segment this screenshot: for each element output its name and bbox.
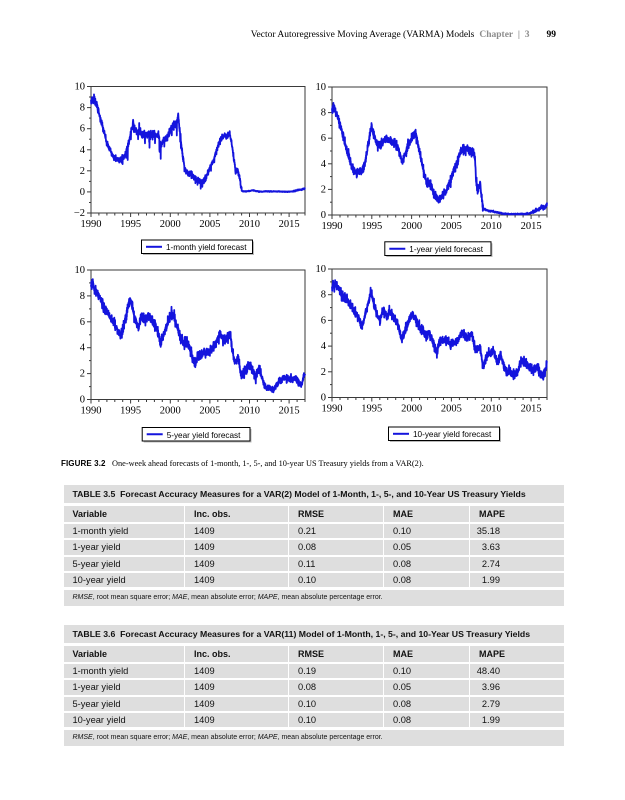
svg-text:0: 0	[80, 187, 85, 198]
svg-text:1990: 1990	[81, 219, 102, 230]
svg-text:8: 8	[321, 290, 326, 301]
svg-text:1-month yield forecast: 1-month yield forecast	[166, 243, 247, 252]
svg-text:2: 2	[321, 184, 326, 195]
svg-text:8: 8	[80, 103, 85, 114]
svg-text:6: 6	[80, 317, 85, 328]
svg-text:1995: 1995	[361, 221, 382, 232]
svg-text:4: 4	[80, 343, 86, 354]
svg-text:2010: 2010	[239, 406, 260, 417]
svg-text:2015: 2015	[279, 406, 300, 417]
svg-text:8: 8	[321, 108, 326, 119]
svg-text:2: 2	[80, 166, 85, 177]
svg-text:1995: 1995	[120, 406, 141, 417]
svg-text:2005: 2005	[199, 219, 220, 230]
svg-text:4: 4	[80, 145, 86, 156]
svg-text:10: 10	[75, 82, 86, 93]
svg-text:1995: 1995	[120, 219, 141, 230]
svg-text:2000: 2000	[160, 219, 181, 230]
svg-text:0: 0	[80, 395, 85, 406]
svg-text:2015: 2015	[279, 219, 300, 230]
svg-text:2010: 2010	[481, 221, 502, 232]
svg-text:4: 4	[321, 159, 327, 170]
svg-text:2000: 2000	[401, 221, 422, 232]
svg-text:2005: 2005	[441, 221, 462, 232]
svg-text:1995: 1995	[361, 404, 382, 415]
svg-text:2000: 2000	[160, 406, 181, 417]
svg-text:1-year yield forecast: 1-year yield forecast	[409, 245, 483, 254]
svg-text:1990: 1990	[81, 406, 102, 417]
svg-text:6: 6	[321, 133, 326, 144]
svg-text:2010: 2010	[239, 219, 260, 230]
svg-text:8: 8	[80, 291, 85, 302]
svg-text:10: 10	[316, 82, 327, 93]
svg-text:1990: 1990	[322, 404, 343, 415]
svg-text:10: 10	[75, 265, 86, 276]
svg-text:2: 2	[321, 367, 326, 378]
svg-text:2015: 2015	[521, 404, 542, 415]
svg-text:6: 6	[80, 124, 85, 135]
svg-text:1990: 1990	[322, 221, 343, 232]
svg-text:2015: 2015	[521, 221, 542, 232]
svg-text:0: 0	[321, 210, 326, 221]
svg-text:−2: −2	[74, 208, 85, 219]
svg-text:2000: 2000	[401, 404, 422, 415]
svg-text:10: 10	[316, 264, 327, 275]
svg-text:0: 0	[321, 393, 326, 404]
svg-text:2005: 2005	[441, 404, 462, 415]
svg-text:6: 6	[321, 315, 326, 326]
svg-text:10-year yield forecast: 10-year yield forecast	[413, 430, 492, 439]
svg-text:2: 2	[80, 369, 85, 380]
svg-text:2010: 2010	[481, 404, 502, 415]
svg-text:4: 4	[321, 341, 327, 352]
svg-text:2005: 2005	[199, 406, 220, 417]
svg-text:5-year yield forecast: 5-year yield forecast	[167, 431, 241, 440]
